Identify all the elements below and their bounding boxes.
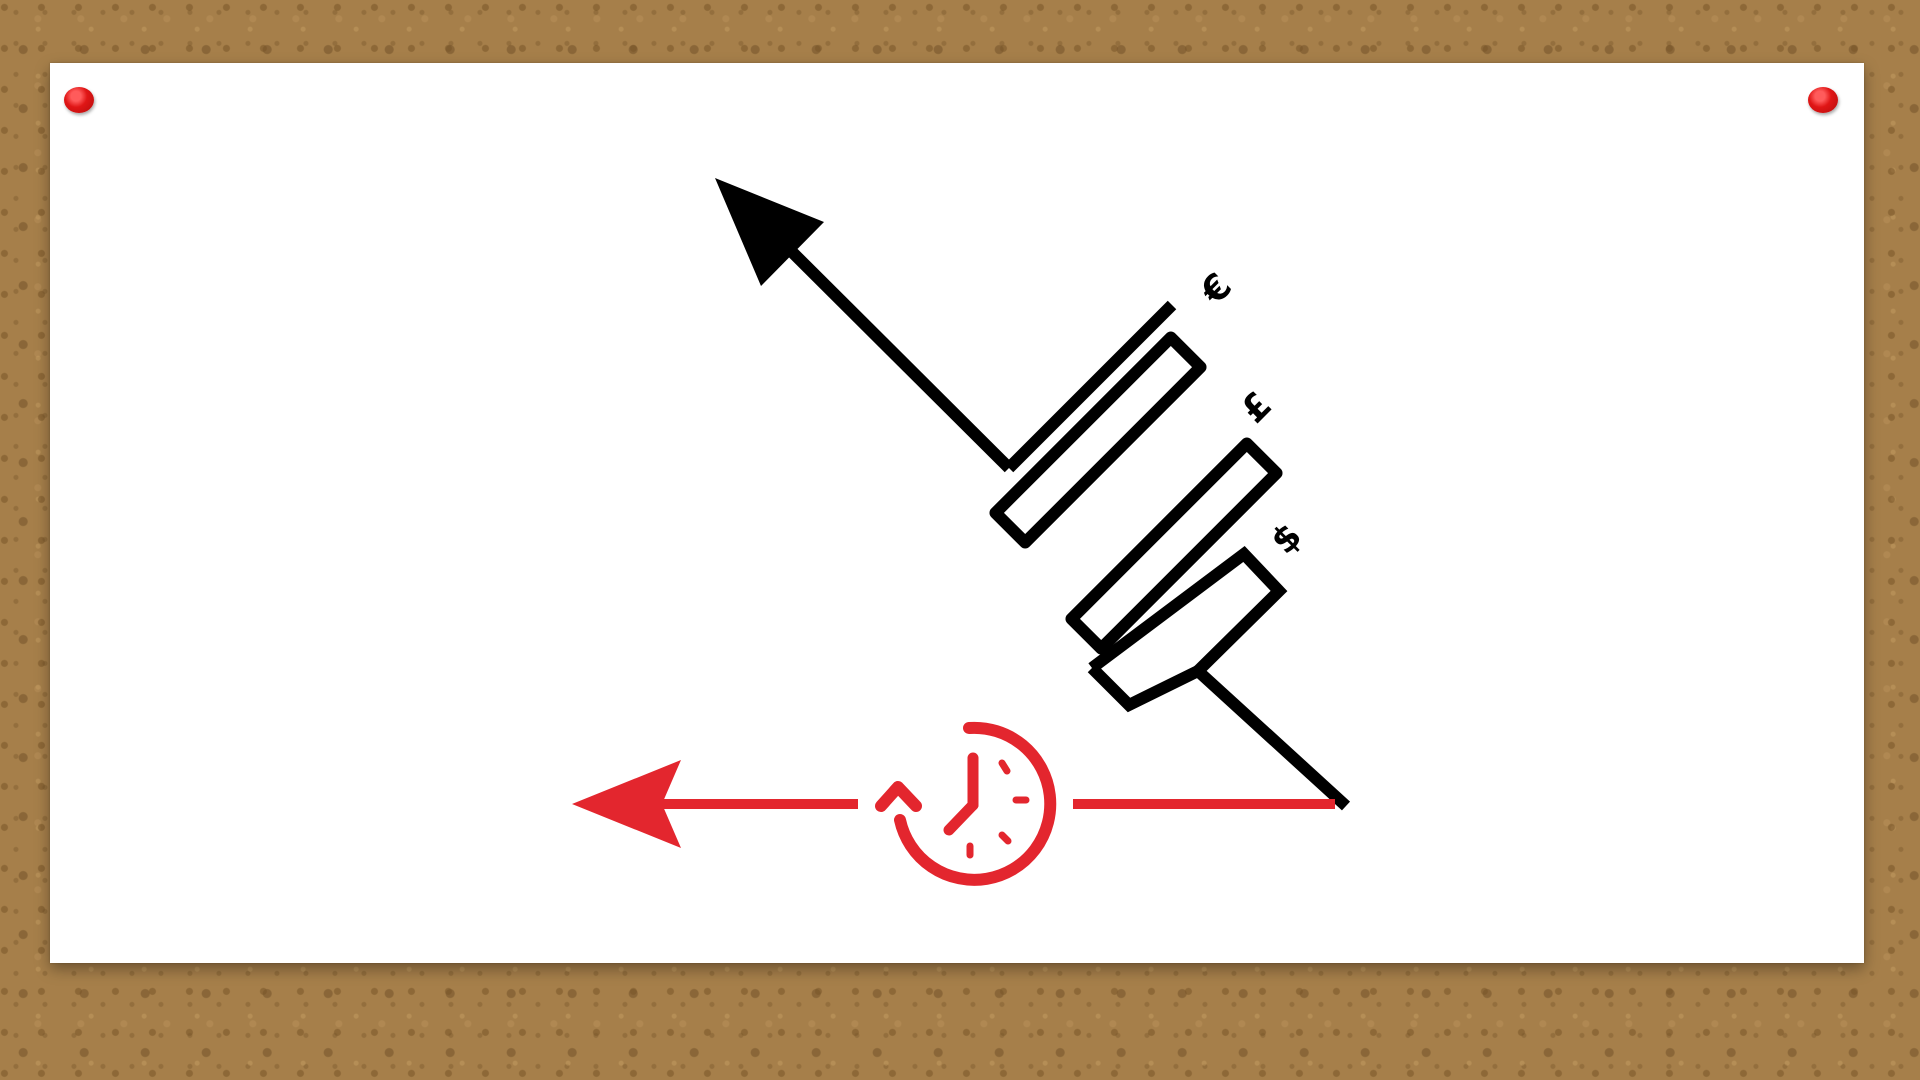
arrow-up-left-icon — [715, 178, 1014, 473]
pound-symbol: £ — [1233, 385, 1280, 432]
push-pin-icon — [64, 87, 94, 113]
push-pin-icon — [1808, 87, 1838, 113]
dollar-bar — [1088, 545, 1351, 811]
pound-bar — [1065, 437, 1283, 655]
paper-sheet — [50, 63, 1864, 963]
clock-history-icon — [875, 721, 1057, 886]
dollar-symbol: $ — [1263, 516, 1310, 563]
euro-bar — [989, 331, 1207, 549]
bar-connector-line — [1004, 300, 1177, 473]
dollar-bar-outline — [1087, 663, 1201, 713]
euro-symbol: € — [1193, 266, 1240, 313]
arrow-left-icon — [572, 760, 681, 848]
